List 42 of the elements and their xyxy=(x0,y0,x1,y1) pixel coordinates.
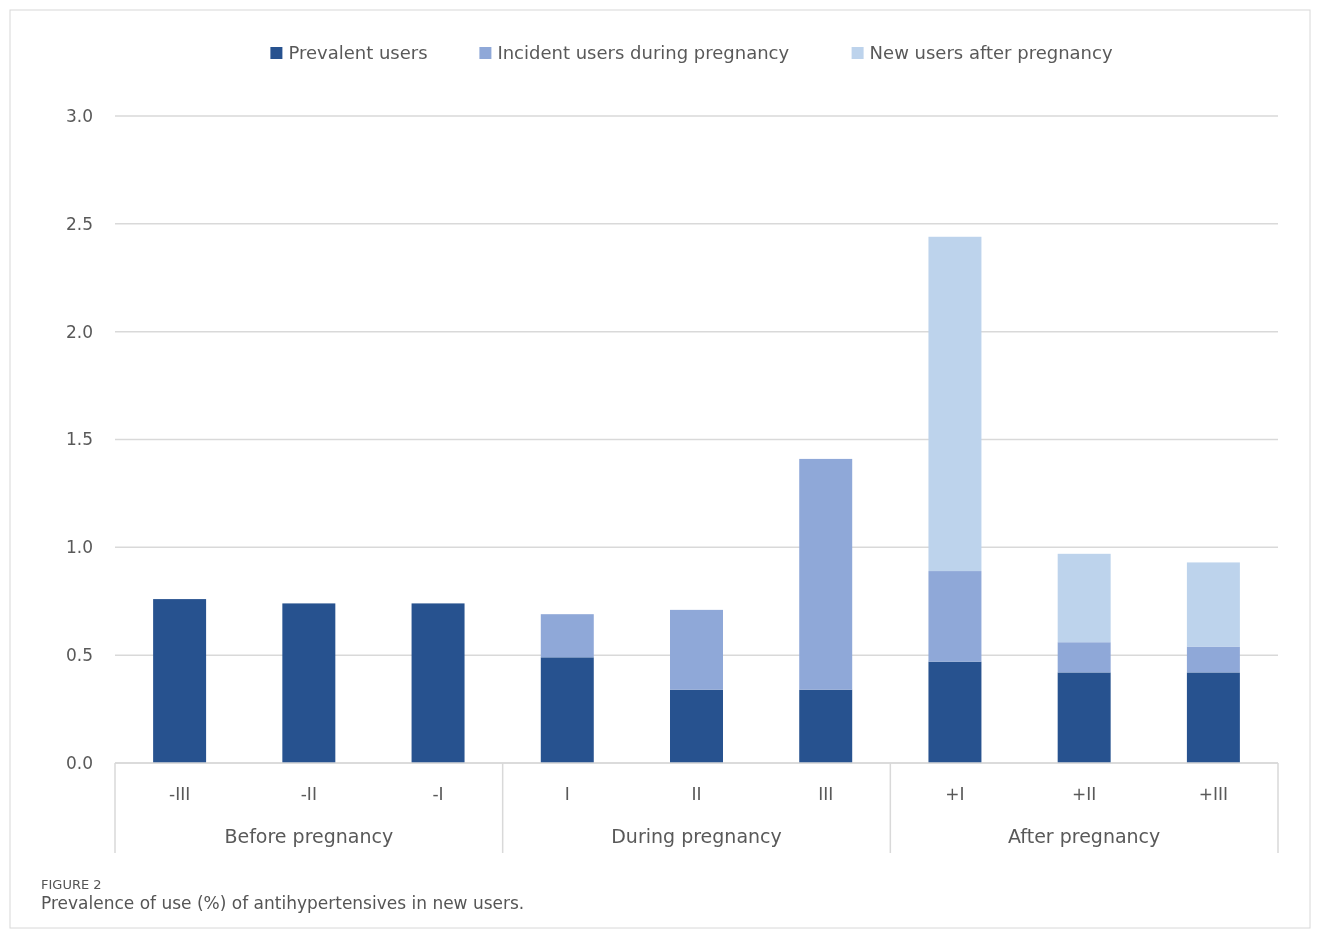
y-tick-label: 3.0 xyxy=(65,105,93,126)
bar xyxy=(799,689,853,763)
x-tick-label: -II xyxy=(300,784,317,804)
bar xyxy=(670,689,723,763)
bar xyxy=(670,609,723,690)
y-tick-label: 2.5 xyxy=(65,213,93,234)
bar xyxy=(540,614,594,658)
text: FIGURE 2 xyxy=(41,877,102,892)
bar xyxy=(540,657,594,763)
y-tick-label: 0.0 xyxy=(65,752,93,773)
x-tick-label: -III xyxy=(169,784,191,804)
bar xyxy=(1186,646,1240,673)
bar xyxy=(1186,672,1240,763)
y-tick-label: 2.0 xyxy=(65,321,93,342)
bar xyxy=(153,599,207,763)
legend-label: Prevalent users xyxy=(288,42,428,64)
bar xyxy=(799,458,853,690)
x-tick-label: II xyxy=(691,784,702,804)
text: Before pregnancy xyxy=(224,825,394,847)
bar xyxy=(282,603,336,763)
legend-label: New users after pregnancy xyxy=(869,42,1113,64)
bar xyxy=(1057,672,1111,763)
x-tick-label: +I xyxy=(945,784,965,804)
bar xyxy=(1186,562,1240,647)
bar xyxy=(928,236,982,572)
x-tick-label: I xyxy=(564,784,570,804)
x-tick-label: -I xyxy=(432,784,444,804)
x-tick-label: +II xyxy=(1072,784,1097,804)
bar xyxy=(928,661,982,763)
y-tick-label: 1.5 xyxy=(65,429,93,450)
bar xyxy=(1057,553,1111,643)
bar xyxy=(411,603,465,763)
text: Prevalence of use (%) of antihypertensives in new users. xyxy=(41,893,525,913)
legend-label: Incident users during pregnancy xyxy=(497,42,790,64)
x-tick-label: III xyxy=(818,784,834,804)
bar xyxy=(928,571,982,662)
y-tick-label: 1.0 xyxy=(65,537,93,558)
y-tick-label: 0.5 xyxy=(65,645,93,666)
x-tick-label: +III xyxy=(1198,784,1229,804)
text: During pregnancy xyxy=(611,825,782,847)
text: After pregnancy xyxy=(1008,825,1161,847)
bar xyxy=(1057,642,1111,673)
